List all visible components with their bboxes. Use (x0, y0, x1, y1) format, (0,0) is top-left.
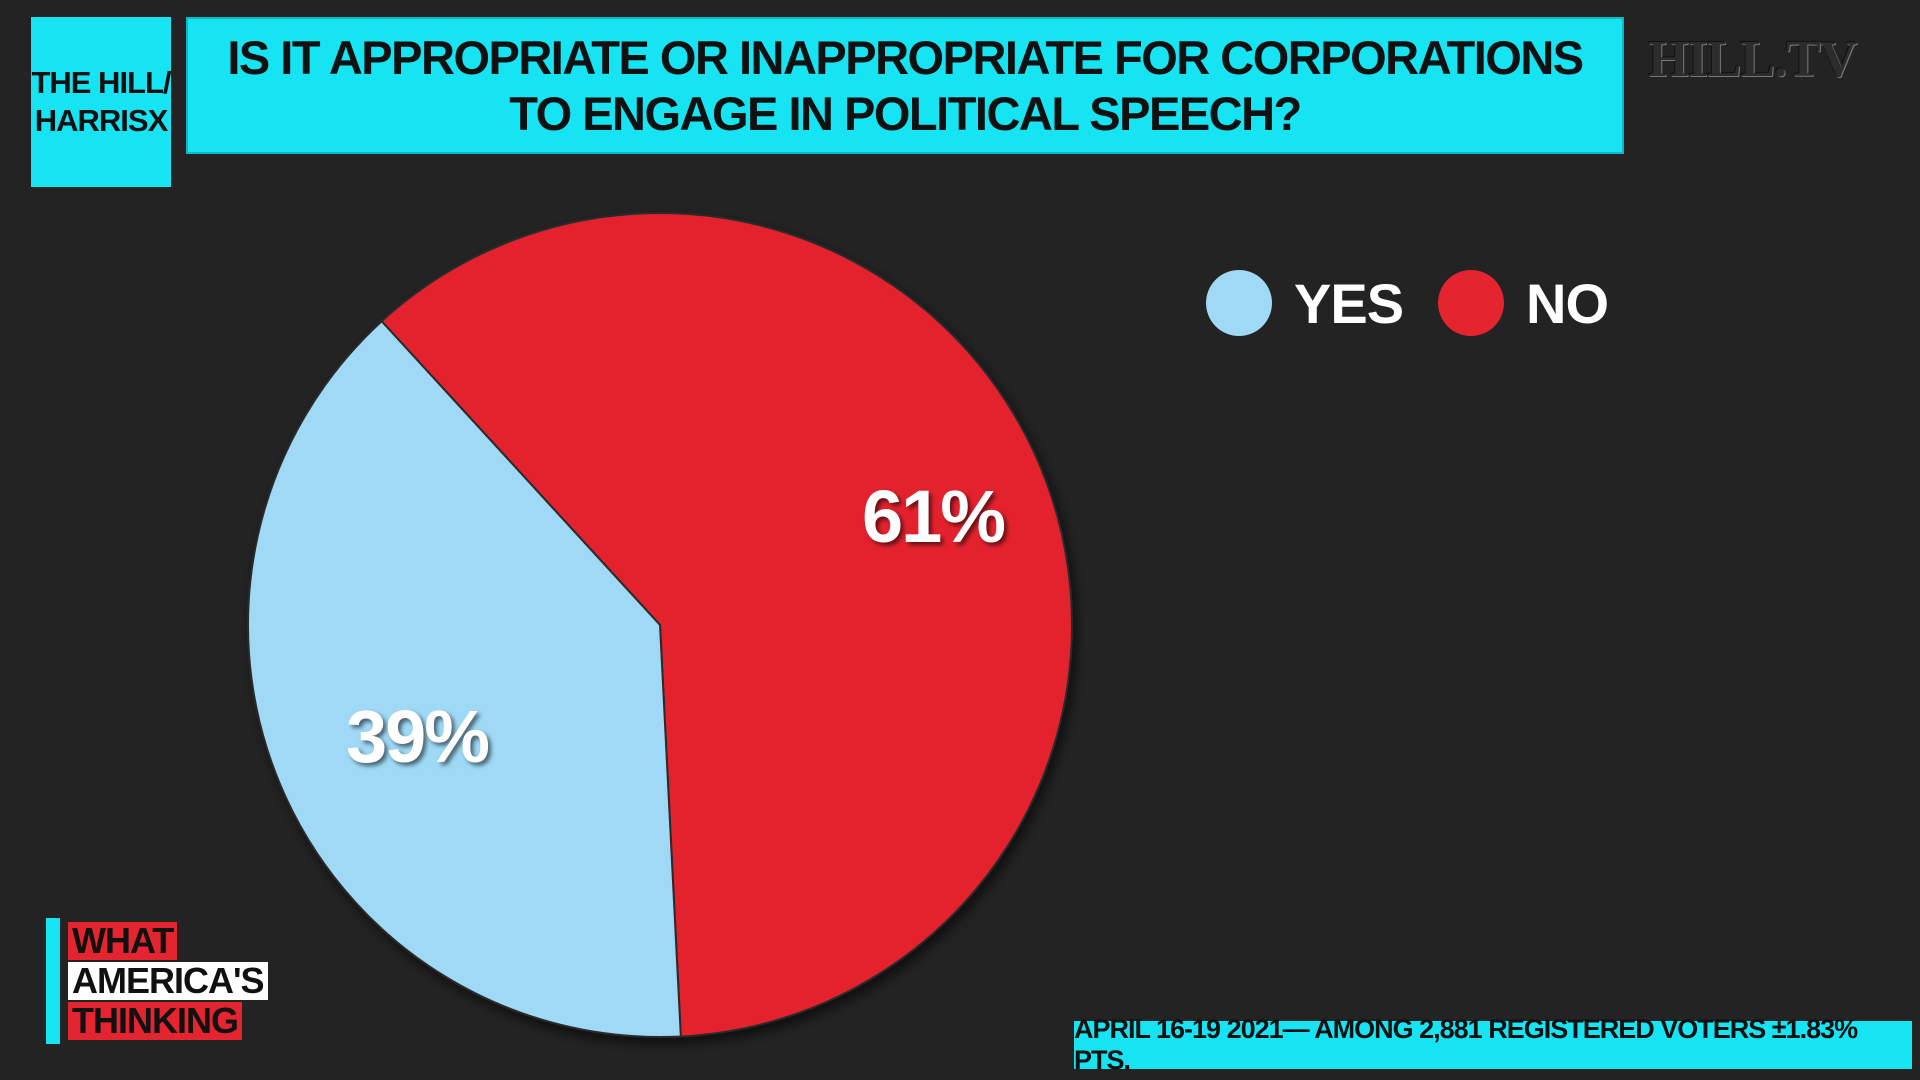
legend-item-no: NO (1438, 270, 1609, 336)
legend-item-yes: YES (1206, 270, 1404, 336)
pie-slice-no (380, 212, 1073, 1038)
survey-footnote: APRIL 16-19 2021— AMONG 2,881 REGISTERED… (1074, 1014, 1912, 1075)
legend-label-yes: YES (1294, 271, 1404, 335)
logo-accent-bar (46, 918, 60, 1044)
slice-label-no: 61% (862, 475, 1006, 558)
slice-label-yes: 39% (346, 695, 490, 778)
brand-logo: HILL.TV (1648, 31, 1857, 88)
what-americas-thinking-logo: WHAT AMERICA'S THINKING (46, 918, 306, 1044)
logo-line-2: AMERICA'S (68, 962, 268, 1000)
source-label: THE HILL/ HARRISX (31, 17, 172, 187)
logo-line-3: THINKING (68, 1002, 242, 1040)
chart-title: IS IT APPROPRIATE OR INAPPROPRIATE FOR C… (186, 17, 1624, 154)
pie-slice-yes (247, 319, 682, 1038)
legend-swatch-yes (1206, 270, 1272, 336)
legend-swatch-no (1438, 270, 1504, 336)
logo-line-1: WHAT (68, 922, 178, 960)
legend-label-no: NO (1526, 271, 1609, 335)
